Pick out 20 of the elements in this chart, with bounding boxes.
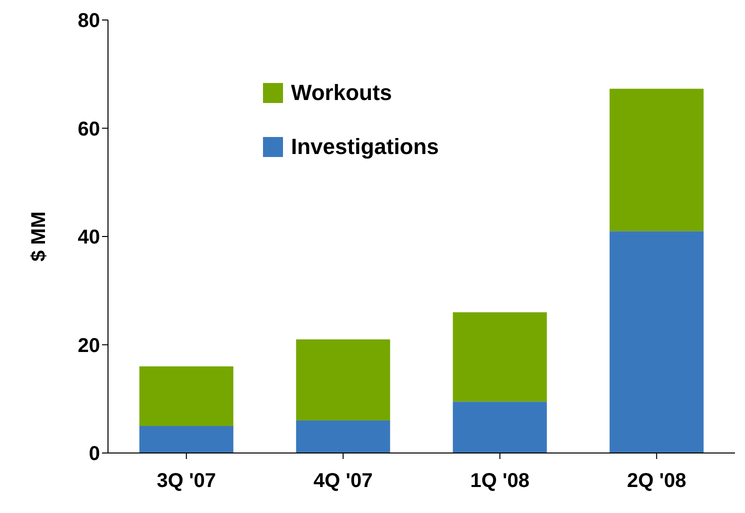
- bar: [452, 402, 547, 453]
- x-tick-label: 3Q '07: [156, 470, 216, 492]
- bar: [296, 420, 390, 453]
- y-tick-label: 60: [78, 118, 100, 140]
- bar: [139, 366, 234, 426]
- legend-label: Investigations: [291, 134, 439, 160]
- bar: [610, 231, 704, 453]
- bar: [296, 339, 390, 421]
- y-tick-label: 80: [78, 10, 100, 32]
- x-tick-label: 2Q '08: [627, 470, 686, 492]
- y-tick-label: 20: [78, 334, 100, 357]
- x-tick-label: 4Q '07: [314, 470, 373, 492]
- y-tick-label: 0: [88, 443, 100, 466]
- y-axis-title: $ MM: [28, 212, 50, 262]
- x-tick-label: 1Q '08: [470, 470, 530, 492]
- y-tick-label: 40: [78, 226, 100, 249]
- legend-label: Workouts: [291, 80, 392, 106]
- bar: [139, 426, 234, 453]
- bar: [610, 88, 704, 232]
- bar: [452, 312, 547, 402]
